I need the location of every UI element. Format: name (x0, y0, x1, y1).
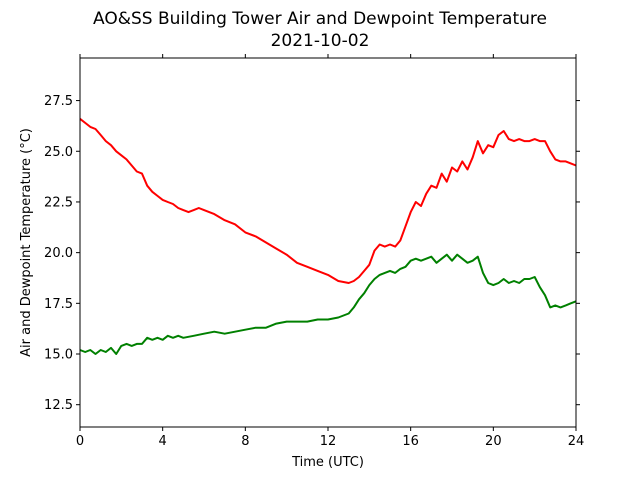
y-tick-label: 12.5 (44, 398, 73, 413)
y-axis-label: Air and Dewpoint Temperature (°C) (19, 128, 34, 357)
series-line-1 (79, 253, 577, 355)
y-tick-label: 20.0 (44, 246, 73, 261)
axes-ticks: 0 4 8 12 16 20 24 12.5 15.0 17.5 20.0 22.5 25.0 27.5 (44, 54, 584, 449)
y-tick-label: 17.5 (44, 297, 73, 312)
plot-frame (79, 57, 577, 428)
x-axis-label: Time (UTC) (291, 455, 364, 470)
x-tick-label: 24 (568, 434, 585, 449)
y-tick-label: 22.5 (44, 195, 73, 210)
y-tick-label: 15.0 (44, 348, 73, 363)
x-tick-label: 0 (76, 434, 84, 449)
x-tick-label: 16 (402, 434, 419, 449)
chart-subtitle: 2021-10-02 (271, 31, 370, 51)
y-tick-label: 25.0 (44, 145, 73, 160)
chart-title: AO&SS Building Tower Air and Dewpoint Te… (93, 9, 547, 29)
x-tick-label: 12 (320, 434, 337, 449)
x-tick-label: 20 (485, 434, 502, 449)
plot-lines (79, 118, 577, 355)
x-tick-label: 8 (241, 434, 249, 449)
x-tick-label: 4 (159, 434, 167, 449)
series-line-0 (79, 118, 577, 284)
y-tick-label: 27.5 (44, 94, 73, 109)
